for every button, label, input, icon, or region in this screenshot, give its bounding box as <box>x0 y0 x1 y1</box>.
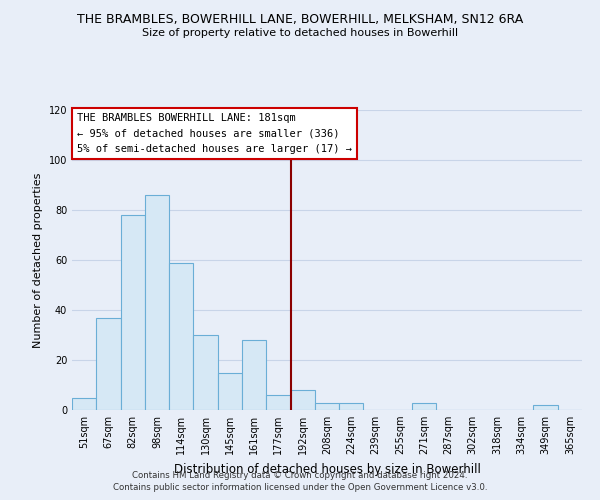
Text: Contains HM Land Registry data © Crown copyright and database right 2024.: Contains HM Land Registry data © Crown c… <box>132 471 468 480</box>
Bar <box>169 262 193 410</box>
Bar <box>533 405 558 410</box>
Bar <box>242 340 266 410</box>
Text: Contains public sector information licensed under the Open Government Licence v3: Contains public sector information licen… <box>113 484 487 492</box>
Bar <box>193 335 218 410</box>
Text: Size of property relative to detached houses in Bowerhill: Size of property relative to detached ho… <box>142 28 458 38</box>
Text: THE BRAMBLES BOWERHILL LANE: 181sqm
← 95% of detached houses are smaller (336)
5: THE BRAMBLES BOWERHILL LANE: 181sqm ← 95… <box>77 113 352 154</box>
Bar <box>339 402 364 410</box>
X-axis label: Distribution of detached houses by size in Bowerhill: Distribution of detached houses by size … <box>173 462 481 475</box>
Bar <box>266 395 290 410</box>
Bar <box>412 402 436 410</box>
Bar <box>96 318 121 410</box>
Text: THE BRAMBLES, BOWERHILL LANE, BOWERHILL, MELKSHAM, SN12 6RA: THE BRAMBLES, BOWERHILL LANE, BOWERHILL,… <box>77 12 523 26</box>
Bar <box>145 195 169 410</box>
Bar <box>315 402 339 410</box>
Bar <box>290 390 315 410</box>
Bar <box>72 398 96 410</box>
Y-axis label: Number of detached properties: Number of detached properties <box>33 172 43 348</box>
Bar <box>121 215 145 410</box>
Bar <box>218 372 242 410</box>
